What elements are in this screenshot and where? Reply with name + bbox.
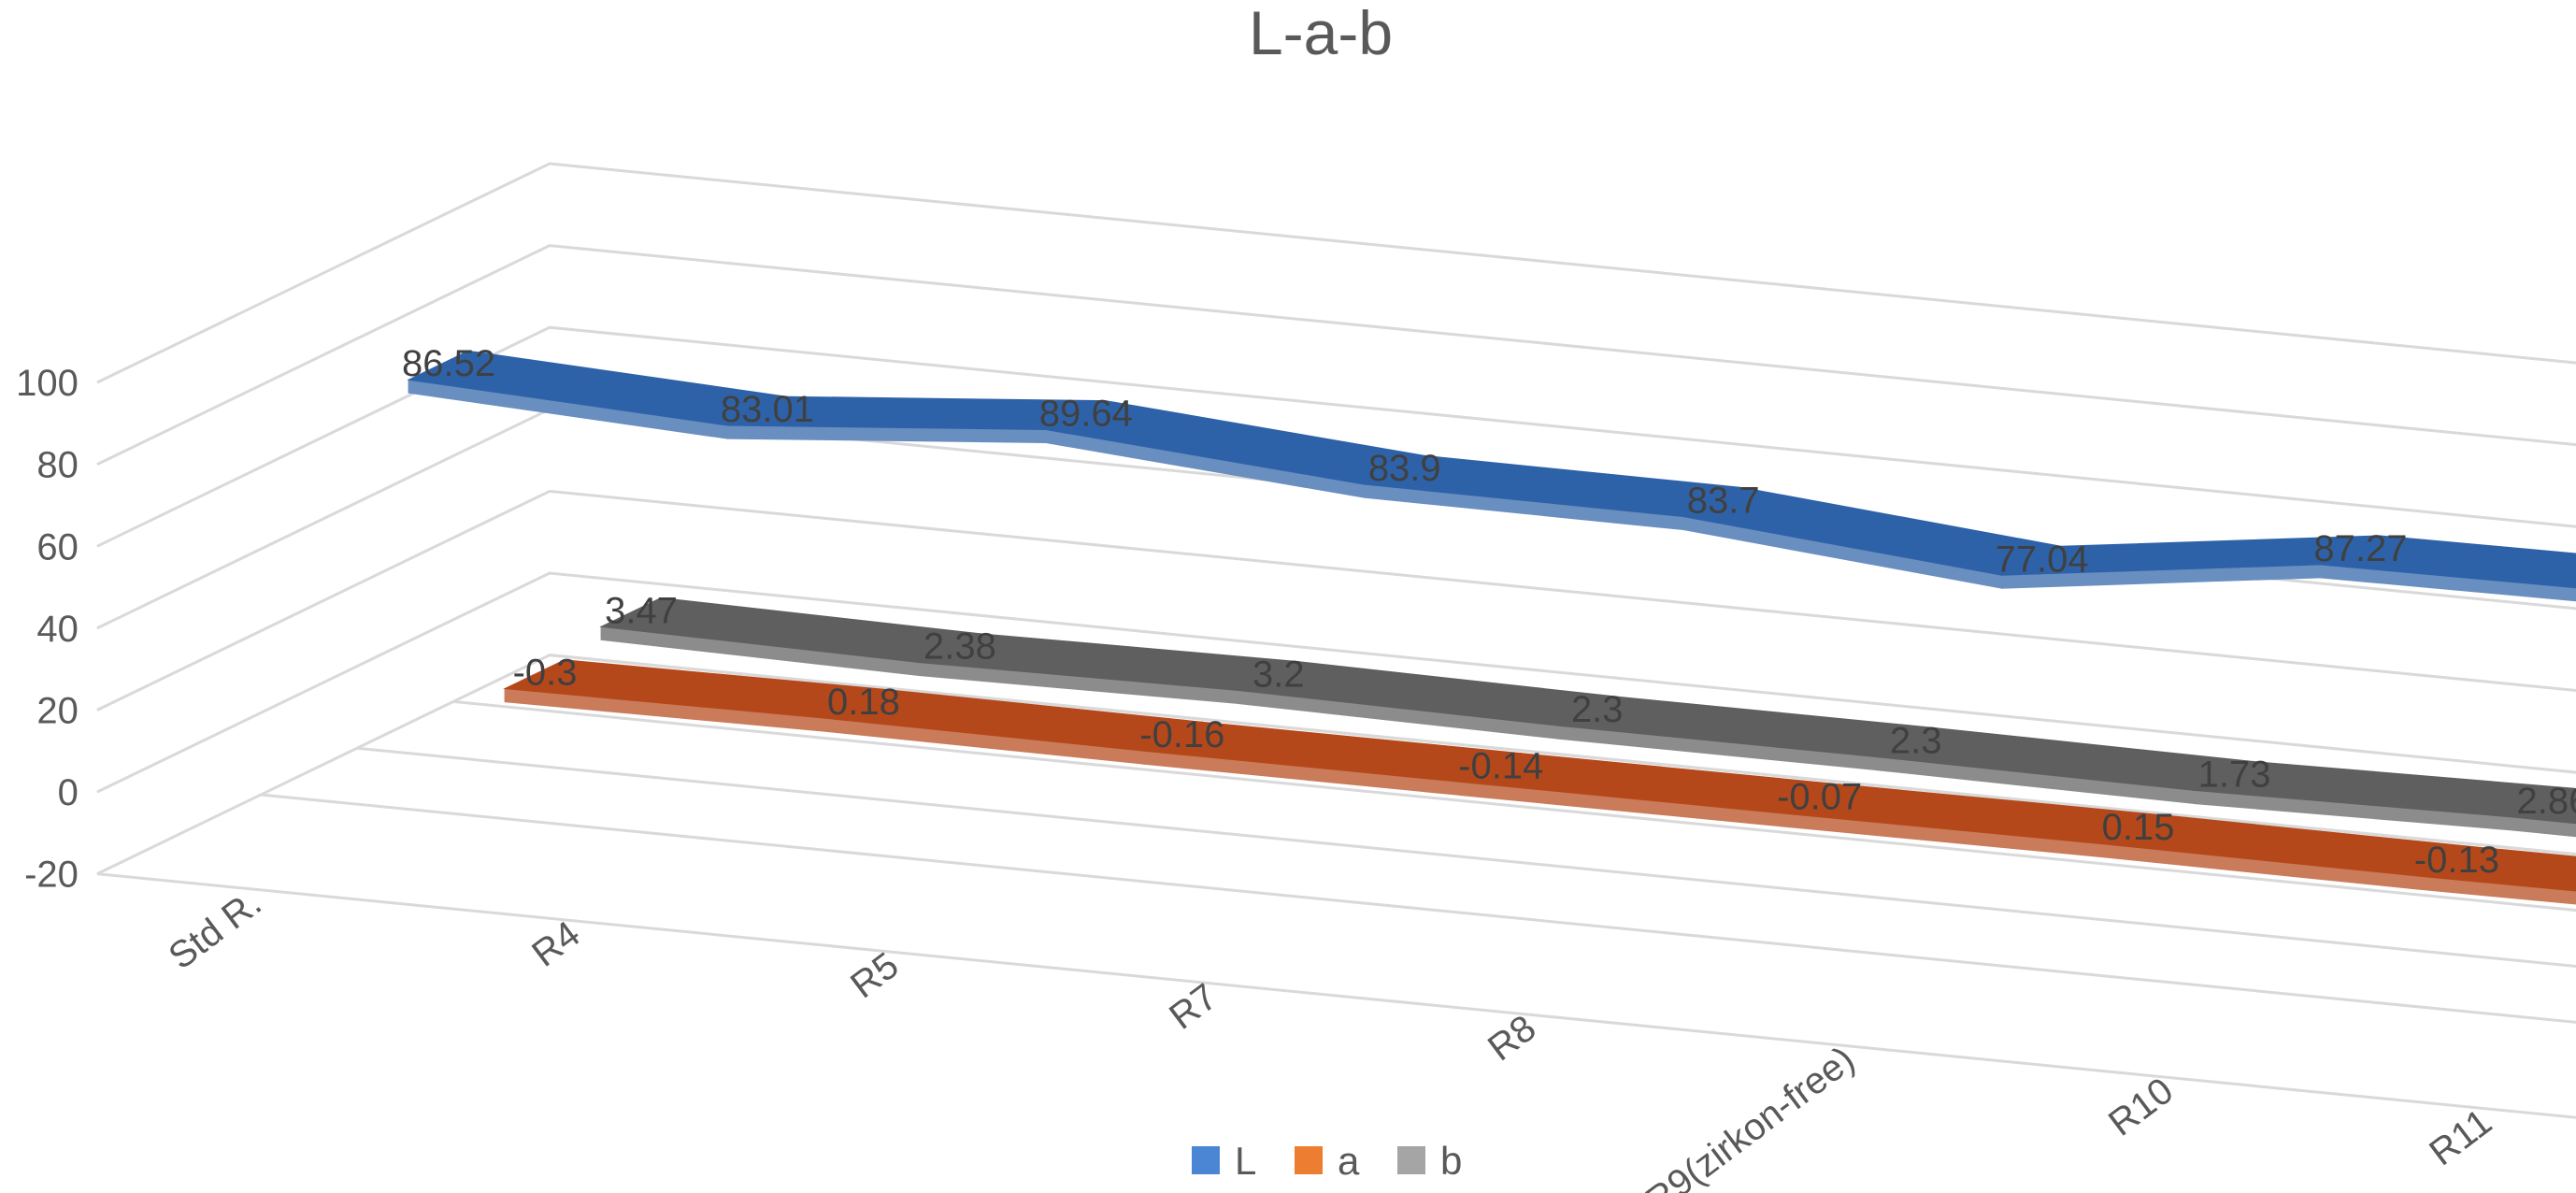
data-label: 2.38 xyxy=(923,626,996,668)
category-label: R4 xyxy=(524,913,587,975)
legend-swatch xyxy=(1295,1146,1323,1174)
legend-item: b xyxy=(1397,1139,1462,1183)
gridline xyxy=(96,325,2576,548)
y-tick-label: 20 xyxy=(36,690,79,731)
data-label: -0.16 xyxy=(1139,714,1224,755)
gridline xyxy=(96,571,2576,794)
y-tick-label: -20 xyxy=(24,855,79,896)
data-label: -0.14 xyxy=(1458,746,1543,787)
gridline xyxy=(96,244,2576,467)
floor-line xyxy=(356,746,2576,968)
y-tick-label: 40 xyxy=(36,609,79,650)
data-label: -0.3 xyxy=(513,653,578,694)
data-label: 83.7 xyxy=(1687,481,1760,522)
data-label: 77.04 xyxy=(1995,539,2088,580)
category-label: R11 xyxy=(2422,1101,2499,1174)
gridline xyxy=(96,489,2576,711)
y-tick-label: 100 xyxy=(16,363,79,404)
legend-label: b xyxy=(1440,1139,1462,1183)
y-tick-label: 80 xyxy=(36,445,79,486)
series-a xyxy=(503,659,2576,905)
floor-line xyxy=(260,793,2576,1024)
category-label: Std R. xyxy=(162,882,269,977)
series-b xyxy=(599,596,2576,838)
legend-swatch xyxy=(1192,1146,1220,1174)
data-label: 3.47 xyxy=(605,590,678,631)
legend-swatch xyxy=(1397,1146,1425,1174)
series-a-edge xyxy=(2416,875,2576,905)
gridlines xyxy=(96,162,2576,876)
category-label: R5 xyxy=(843,944,906,1006)
data-label: 2.86 xyxy=(2517,781,2576,822)
data-label: 83.9 xyxy=(1368,448,1441,489)
floor-line xyxy=(452,699,2576,913)
data-label: 3.2 xyxy=(1252,654,1305,696)
data-label: 89.64 xyxy=(1039,394,1133,435)
category-label: R10 xyxy=(2101,1070,2181,1143)
data-label: 0.15 xyxy=(2102,807,2175,848)
legend-label: L xyxy=(1235,1139,1256,1183)
data-label: 2.3 xyxy=(1571,689,1624,730)
chart-title: L-a-b xyxy=(1249,0,1393,67)
series-ribbons xyxy=(407,350,2576,905)
gridline xyxy=(96,162,2576,384)
floor-line xyxy=(96,872,2576,1119)
gridline xyxy=(96,654,2576,876)
y-tick-label: 0 xyxy=(58,772,79,813)
legend-item: a xyxy=(1295,1139,1360,1183)
series-L xyxy=(407,350,2576,602)
data-labels: 3.472.383.22.32.31.732.862.791.95-0.30.1… xyxy=(402,343,2576,881)
category-label: R9(zirkon-free) xyxy=(1639,1039,1862,1193)
data-label: 2.3 xyxy=(1890,721,1942,762)
data-label: -0.07 xyxy=(1777,777,1862,818)
series-a-segment xyxy=(2414,846,2576,892)
category-label: R7 xyxy=(1162,976,1224,1038)
y-tick-label: 60 xyxy=(36,526,79,568)
legend-item: L xyxy=(1192,1139,1256,1183)
data-label: 87.27 xyxy=(2313,528,2407,569)
legend-label: a xyxy=(1338,1139,1360,1183)
y-axis-ticks: 100 80 60 40 20 0 -20 xyxy=(16,363,79,896)
series-L-segment xyxy=(2318,535,2576,589)
data-label: 0.18 xyxy=(827,682,900,723)
data-label: 86.52 xyxy=(402,343,495,384)
data-label: 1.73 xyxy=(2198,755,2271,796)
data-label: -0.13 xyxy=(2414,840,2499,881)
category-label: R8 xyxy=(1481,1007,1543,1069)
series-b-segment xyxy=(2511,787,2576,825)
data-label: 83.01 xyxy=(721,389,814,430)
